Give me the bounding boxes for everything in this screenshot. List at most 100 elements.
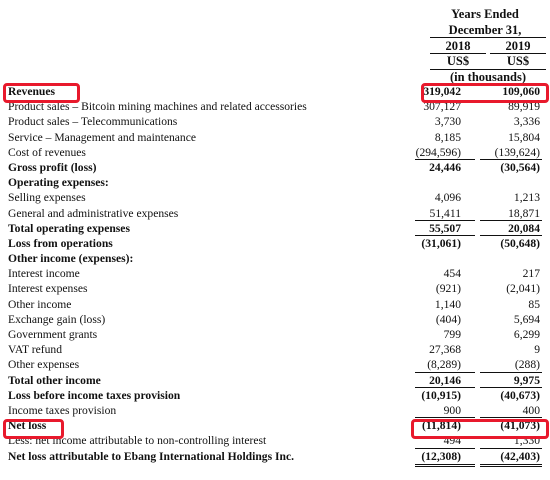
- row-value-2019: 5,694: [513, 312, 540, 326]
- row-value-2018: 8,185: [434, 130, 461, 144]
- unit-label: (in thousands): [449, 70, 527, 84]
- row-label: Government grants: [8, 328, 98, 341]
- row-value-2019: 15,804: [508, 130, 540, 144]
- table-row: VAT refund 27,368 9: [0, 342, 550, 357]
- row-value-2018: 20,146: [429, 373, 461, 387]
- table-row: Loss from operations (31,061) (50,648): [0, 236, 550, 251]
- table-row: Total operating expenses 55,507 20,084: [0, 221, 550, 236]
- table-row: Other income (expenses):: [0, 251, 550, 266]
- row-label: Less: net income attributable to non-con…: [8, 434, 267, 448]
- row-label: Cost of revenues: [8, 145, 86, 159]
- year-2018: 2018: [445, 39, 471, 53]
- underline-rule: [415, 371, 475, 373]
- table-row: Operating expenses:: [0, 175, 550, 190]
- underline-rule: [480, 219, 542, 221]
- row-value-2018: 55,507: [429, 221, 461, 235]
- row-value-2018: (10,915): [421, 388, 461, 402]
- table-row: Service – Management and maintenance 8,18…: [0, 130, 550, 145]
- row-label: Revenues: [8, 85, 56, 98]
- row-value-2018: 51,411: [429, 206, 461, 220]
- row-value-2018: 900: [443, 403, 461, 417]
- year2-rule: [490, 53, 546, 54]
- row-label: Net loss: [8, 419, 47, 433]
- row-value-2019: (2,041): [506, 282, 540, 296]
- income-statement-table: Revenues 319,042 109,060 Product sales – Bi…: [0, 84, 550, 467]
- row-value-2019: 400: [522, 403, 540, 417]
- currency-2018: US$: [446, 54, 470, 68]
- row-label: Other income: [8, 297, 72, 311]
- table-row: Gross profit (loss) 24,446 (30,564): [0, 160, 550, 175]
- table-row: Revenues 319,042 109,060: [0, 84, 550, 99]
- table-row: Product sales – Telecommunications 3,730 3…: [0, 114, 550, 129]
- row-value-2019: (288): [514, 358, 540, 372]
- row-value-2018: 1,140: [434, 297, 461, 311]
- row-label: Exchange gain (loss): [8, 312, 106, 326]
- row-value-2018: 307,127: [423, 100, 461, 114]
- row-label: VAT refund: [8, 343, 62, 357]
- row-value-2018: 27,368: [429, 343, 461, 357]
- row-label: General and administrative expenses: [8, 206, 179, 220]
- row-value-2019: 18,871: [508, 206, 540, 220]
- row-label: Other expenses: [8, 358, 80, 372]
- row-label: Loss from operations: [8, 236, 113, 250]
- row-value-2019: 9,975: [513, 373, 540, 387]
- row-value-2018: 494: [443, 434, 461, 448]
- underline-rule: [480, 447, 542, 449]
- currency-2019: US$: [506, 54, 530, 68]
- row-value-2019: 3,336: [513, 115, 540, 129]
- header-december: December 31,: [448, 23, 522, 37]
- table-row: Net loss attributable to Ebang Internati…: [0, 449, 550, 467]
- underline-rule: [480, 371, 542, 373]
- header-years-ended: Years Ended: [451, 7, 519, 21]
- table-row: Cost of revenues (294,596) (139,624): [0, 145, 550, 160]
- row-value-2018: (12,308): [421, 449, 461, 463]
- underline-rule: [415, 386, 475, 388]
- row-value-2018: (8,289): [427, 358, 461, 372]
- row-label: Gross profit (loss): [8, 160, 97, 174]
- row-value-2019: (50,648): [500, 236, 540, 250]
- table-row: Selling expenses 4,096 1,213: [0, 190, 550, 205]
- row-label: Income taxes provision: [8, 403, 117, 417]
- underline-rule: [480, 158, 542, 160]
- row-label: Other income (expenses):: [8, 252, 134, 266]
- table-row: Product sales – Bitcoin mining machines …: [0, 99, 550, 114]
- underline-rule: [415, 447, 475, 449]
- row-value-2018: 3,730: [434, 115, 461, 129]
- row-value-2019: 85: [528, 297, 540, 311]
- underline-rule: [415, 158, 475, 160]
- row-value-2019: (42,403): [500, 449, 540, 463]
- row-value-2018: (921): [435, 282, 461, 296]
- row-value-2019: (40,673): [500, 388, 540, 402]
- table-row: Other income 1,140 85: [0, 297, 550, 312]
- underline-rule: [480, 234, 542, 236]
- table-row: Loss before income taxes provision (10,91…: [0, 388, 550, 403]
- underline-rule: [480, 386, 542, 388]
- row-value-2018: (404): [435, 312, 461, 326]
- row-value-2019: (41,073): [500, 419, 540, 433]
- table-row: Other expenses (8,289) (288): [0, 357, 550, 373]
- row-value-2019: 1,330: [513, 434, 540, 448]
- row-label: Service – Management and maintenance: [8, 130, 196, 144]
- table-row: Income taxes provision 900 400: [0, 403, 550, 419]
- row-value-2018: (31,061): [421, 236, 461, 250]
- row-value-2018: 319,042: [423, 85, 461, 98]
- row-label: Product sales – Bitcoin mining machines …: [8, 100, 307, 114]
- table-row: Interest expenses (921) (2,041): [0, 281, 550, 296]
- row-value-2018: 24,446: [429, 160, 461, 174]
- row-label: Interest expenses: [8, 282, 88, 296]
- underline-rule: [415, 234, 475, 236]
- row-value-2019: 89,919: [508, 100, 540, 114]
- row-value-2019: 1,213: [513, 191, 540, 205]
- row-value-2018: 799: [443, 328, 461, 341]
- underline-rule: [415, 219, 475, 221]
- unit-rule-top: [430, 69, 546, 70]
- underline-rule: [415, 417, 475, 419]
- column-header-title: Years Ended December 31,: [420, 6, 550, 38]
- row-label: Selling expenses: [8, 191, 86, 205]
- row-value-2018: (11,814): [422, 419, 461, 433]
- row-label: Operating expenses:: [8, 176, 109, 190]
- table-row: Interest income 454 217: [0, 266, 550, 281]
- table-row: Net loss (11,814) (41,073): [0, 418, 550, 433]
- row-label: Total operating expenses: [8, 221, 130, 235]
- header-rule-top: [430, 37, 546, 38]
